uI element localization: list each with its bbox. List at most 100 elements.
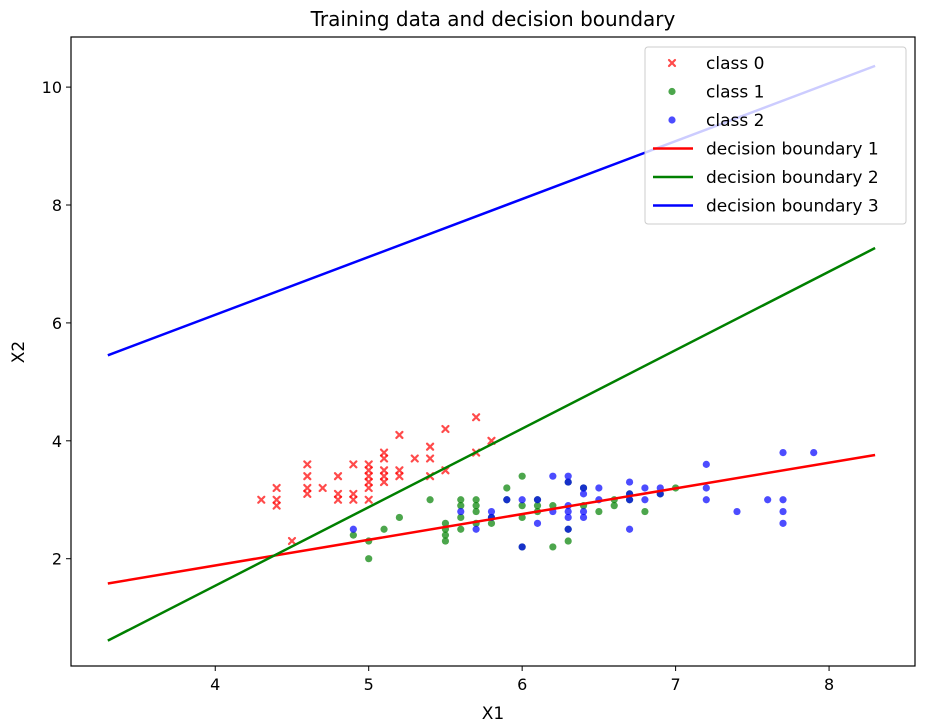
class-1-point — [472, 496, 480, 504]
class-0-point — [364, 495, 373, 504]
class-2-point — [457, 507, 465, 516]
series-3 — [107, 453, 876, 585]
x-axis-label: X1 — [482, 704, 504, 721]
class-0-point-stroke — [364, 495, 373, 504]
class-0-point-stroke — [364, 477, 373, 487]
class-0-point-stroke — [333, 472, 343, 481]
y-tick-label: 8 — [52, 196, 62, 215]
legend-class-0-marker — [667, 58, 677, 68]
legend-label: class 1 — [706, 83, 764, 103]
series-0 — [257, 413, 496, 546]
class-2-point — [579, 484, 588, 492]
x-axis: 4 5 6 7 8 — [210, 666, 834, 694]
class-1-point — [441, 531, 450, 539]
class-0-point — [395, 430, 404, 440]
class-0-point-stroke — [395, 472, 404, 481]
class-2-point — [349, 525, 357, 533]
class-0-point — [364, 460, 373, 469]
y-axis: 2 4 6 8 10 — [42, 78, 71, 569]
class-2-point — [779, 496, 787, 504]
class-0-point — [379, 454, 389, 463]
legend: class 0 class 1 class 2 decision boundary 1… — [644, 46, 907, 225]
class-1-point — [518, 513, 526, 522]
y-axis-label: X2 — [9, 341, 29, 363]
class-2-point — [487, 507, 496, 516]
class-1-point — [426, 496, 434, 504]
series-2 — [349, 448, 818, 551]
class-2-point — [579, 513, 588, 522]
class-2-point — [641, 496, 649, 504]
class-1-point — [365, 555, 373, 563]
class-0-point — [333, 495, 343, 504]
class-2-point — [564, 478, 572, 486]
class-2-point — [564, 513, 572, 522]
class-0-point — [272, 483, 281, 493]
legend-item: class 2 — [668, 111, 764, 131]
legend-item: class 0 — [667, 54, 764, 74]
class-2-point — [579, 507, 588, 516]
class-2-point — [549, 472, 557, 480]
class-1-point — [564, 537, 572, 545]
x-tick-label: 7 — [671, 675, 681, 694]
class-0-point-stroke — [349, 489, 358, 498]
class-2-point — [641, 484, 649, 492]
class-0-point-stroke — [410, 454, 419, 463]
class-0-point — [364, 477, 373, 487]
y-tick-label: 10 — [42, 78, 62, 97]
class-2-point — [518, 543, 526, 551]
class-2-point — [579, 490, 588, 498]
decision-boundary-2-line — [107, 246, 876, 642]
class-0-point — [364, 466, 373, 475]
y-tick-label: 4 — [52, 432, 62, 451]
class-0-point — [303, 460, 312, 469]
class-1-point — [549, 543, 557, 551]
class-1-point — [610, 502, 618, 510]
legend-item: decision boundary 1 — [653, 140, 879, 160]
x-tick-label: 8 — [824, 675, 834, 694]
class-1-point — [441, 519, 450, 527]
class-0-point-stroke — [364, 472, 373, 481]
class-0-point — [441, 424, 450, 434]
class-1-point — [457, 496, 465, 504]
class-0-point-stroke — [272, 495, 281, 504]
class-1-point — [457, 513, 465, 522]
class-1-point — [595, 507, 603, 516]
class-0-point — [303, 483, 312, 493]
class-0-point-stroke — [472, 413, 481, 422]
class-0-point — [395, 472, 404, 481]
class-0-point — [318, 483, 327, 493]
plot-frame — [70, 36, 916, 667]
class-1-point — [457, 502, 465, 510]
class-0-point — [303, 472, 312, 481]
class-2-point — [702, 460, 710, 468]
class-0-point — [379, 472, 389, 481]
class-0-point — [272, 495, 281, 504]
class-0-point-stroke — [364, 460, 373, 469]
legend-class-0-marker-stroke — [667, 58, 677, 68]
legend-label: class 2 — [706, 111, 764, 131]
class-0-point-stroke — [333, 495, 343, 504]
legend-label: decision boundary 1 — [706, 140, 879, 160]
class-0-point-stroke — [272, 501, 281, 510]
class-0-point-stroke — [395, 466, 404, 475]
class-2-point — [564, 507, 572, 516]
class-0-point-stroke — [425, 442, 435, 451]
legend-box — [644, 46, 907, 225]
class-2-point — [564, 472, 572, 480]
class-1-point — [641, 507, 649, 516]
x-tick-label: 4 — [210, 675, 220, 694]
class-0-point-stroke — [487, 436, 496, 445]
class-0-point — [379, 448, 389, 457]
class-0-point-stroke — [379, 466, 389, 475]
class-2-point — [625, 496, 634, 504]
class-0-point — [425, 442, 435, 451]
class-0-point-stroke — [379, 477, 389, 487]
class-0-point-stroke — [303, 489, 312, 498]
class-0-point-stroke — [441, 466, 450, 475]
class-1-point — [441, 537, 450, 545]
class-0-point-stroke — [257, 495, 266, 504]
class-0-point-stroke — [303, 460, 312, 469]
legend-class-1-marker — [668, 87, 676, 96]
class-2-point — [564, 525, 572, 533]
